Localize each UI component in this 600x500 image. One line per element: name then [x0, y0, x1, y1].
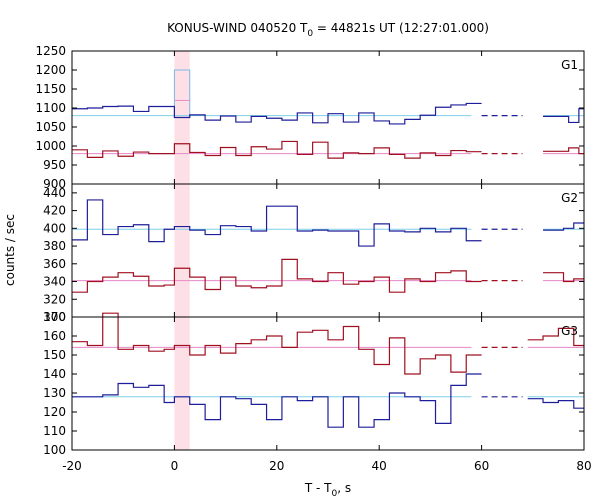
y-tick-label: 420	[43, 204, 66, 218]
y-tick-label: 110	[43, 424, 66, 438]
burst-interval-shading	[174, 51, 190, 450]
y-tick-label: 1200	[35, 63, 66, 77]
panel-label: G2	[561, 191, 578, 205]
panel-g3: 100 110 120 130 140 150 160 170 G3	[43, 310, 585, 457]
y-tick-label: 400	[43, 221, 66, 235]
step-series-red	[72, 258, 482, 293]
y-tick-label: 900	[43, 177, 66, 191]
y-tick-label: 1050	[35, 120, 66, 134]
y-tick-label: 100	[43, 443, 66, 457]
x-tick-label: 60	[474, 459, 489, 473]
y-tick-label: 1100	[35, 101, 66, 115]
chart-title: KONUS-WIND 040520 T0 = 44821s UT (12:27:…	[167, 21, 489, 39]
y-tick-label: 360	[43, 257, 66, 271]
panel-label: G1	[561, 58, 578, 72]
tail-series-blue	[527, 398, 584, 409]
y-tick-label: 160	[43, 329, 66, 343]
y-tick-label: 1150	[35, 82, 66, 96]
panel-g2: 300 320 340 360 380 400 420 440 G2	[43, 183, 585, 324]
spike-blue-outline	[173, 69, 191, 118]
step-series-blue	[72, 102, 482, 125]
x-tick-label: 80	[576, 459, 591, 473]
tail-series-red	[543, 272, 584, 283]
x-axis-label: T - T0, s	[304, 481, 351, 499]
y-tick-label: 380	[43, 239, 66, 253]
x-tick-label: -20	[62, 459, 82, 473]
y-tick-label: 120	[43, 405, 66, 419]
y-axis-label: counts / sec	[3, 214, 17, 286]
tail-series-red	[527, 327, 584, 347]
y-tick-label: 170	[43, 310, 66, 324]
x-tick-label: 0	[171, 459, 179, 473]
tail-series-blue	[543, 108, 584, 124]
x-tick-label: 40	[372, 459, 387, 473]
panel-label: G3	[561, 324, 578, 338]
y-tick-label: 150	[43, 348, 66, 362]
y-tick-label: 130	[43, 386, 66, 400]
y-tick-label: 950	[43, 158, 66, 172]
tail-series-red	[543, 147, 584, 155]
y-tick-label: 340	[43, 275, 66, 289]
plot-area: 900950100010501100115012001250G130032034…	[35, 44, 591, 473]
y-tick-label: 440	[43, 186, 66, 200]
y-tick-label: 140	[43, 367, 66, 381]
step-series-red	[72, 140, 482, 159]
step-series-blue	[72, 199, 482, 247]
x-tick-label: 20	[269, 459, 284, 473]
y-tick-label: 320	[43, 292, 66, 306]
step-series-blue	[72, 373, 482, 428]
panel-frame	[71, 183, 585, 318]
step-series-red	[72, 312, 482, 375]
y-tick-label: 1250	[35, 44, 66, 58]
y-tick-label: 1000	[35, 139, 66, 153]
y-tick-label: 300	[43, 310, 66, 324]
panel-frame	[71, 316, 585, 451]
panel-g1: 900 950 1000 1050 1100 1150 1200 1250 G1	[35, 44, 585, 191]
tail-series-blue	[543, 222, 584, 231]
